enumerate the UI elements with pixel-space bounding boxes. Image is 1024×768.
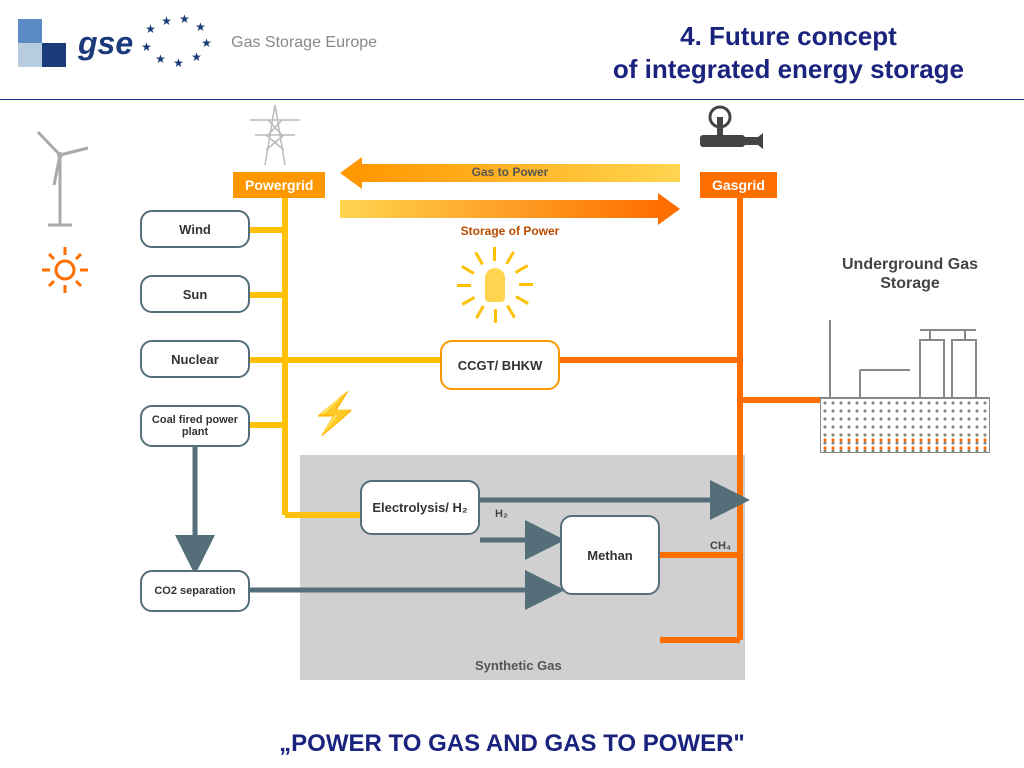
sun-node: Sun [140,275,250,313]
ugs-label: Underground Gas Storage [830,255,990,293]
diagram-canvas: Powergrid Gasgrid Gas to Power Storage o… [0,100,1024,768]
h2-label: H₂ [495,508,508,520]
logo-squares-icon [18,19,66,67]
page-title: 4. Future concept of integrated energy s… [613,20,964,85]
coal-node: Coal fired power plant [140,405,250,447]
title-line1: 4. Future concept [613,20,964,53]
pylon-icon [240,100,310,180]
wind-turbine-icon [30,120,90,230]
storage-of-power-label: Storage of Power [340,224,680,238]
co2-node: CO2 separation [140,570,250,612]
header: gse ★★ ★★ ★★ ★★ ★ Gas Storage Europe 4. … [0,0,1024,100]
wind-node: Wind [140,210,250,248]
powergrid-label: Powergrid [233,172,325,198]
methan-node: Methan [560,515,660,595]
footer-slogan: „POWER TO GAS AND GAS TO POWER" [0,730,1024,758]
gas-to-power-arrow: Gas to Power [340,162,680,184]
electrolysis-node: Electrolysis/ H₂ [360,480,480,535]
sun-icon [40,245,90,295]
nuclear-node: Nuclear [140,340,250,378]
storage-of-power-arrow: Storage of Power [340,198,680,220]
gas-valve-icon [695,105,765,165]
gas-to-power-label: Gas to Power [340,165,680,179]
ch4-label: CH₄ [710,540,731,552]
ugs-icon [820,310,990,450]
gse-logo-text: gse [78,25,133,62]
synthetic-gas-label: Synthetic Gas [475,658,562,673]
stars-icon: ★★ ★★ ★★ ★★ ★ [135,18,215,68]
lightbulb-icon [455,245,535,325]
title-line2: of integrated energy storage [613,53,964,86]
lightning-bolt-icon: ⚡ [310,390,360,437]
org-name: Gas Storage Europe [231,34,377,52]
ccgt-node: CCGT/ BHKW [440,340,560,390]
gasgrid-label: Gasgrid [700,172,777,198]
logo-area: gse ★★ ★★ ★★ ★★ ★ Gas Storage Europe [18,18,377,68]
